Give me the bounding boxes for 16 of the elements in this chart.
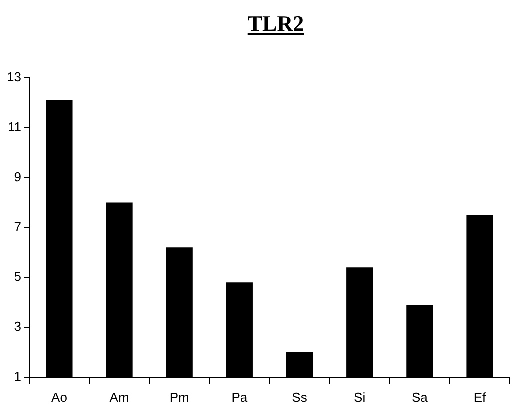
x-tick-label: Pa <box>232 390 248 405</box>
chart-title: TLR2 <box>248 11 304 37</box>
y-tick-label: 1 <box>14 368 22 384</box>
x-tick-label: Ss <box>292 390 308 405</box>
x-tick-label: Si <box>354 390 366 405</box>
x-tick-label: Pm <box>170 390 190 405</box>
y-tick-label: 11 <box>8 119 22 134</box>
y-tick-label: 9 <box>14 169 22 184</box>
y-tick-label: 7 <box>14 219 22 234</box>
y-tick-label: 13 <box>6 70 22 85</box>
x-tick-label: Ao <box>52 390 68 405</box>
x-tick-label: Sa <box>412 390 429 405</box>
y-tick-label: 5 <box>14 269 22 284</box>
x-tick-label: Ef <box>474 390 486 405</box>
y-tick-label: 3 <box>14 319 22 334</box>
x-tick-label: Am <box>110 390 130 405</box>
